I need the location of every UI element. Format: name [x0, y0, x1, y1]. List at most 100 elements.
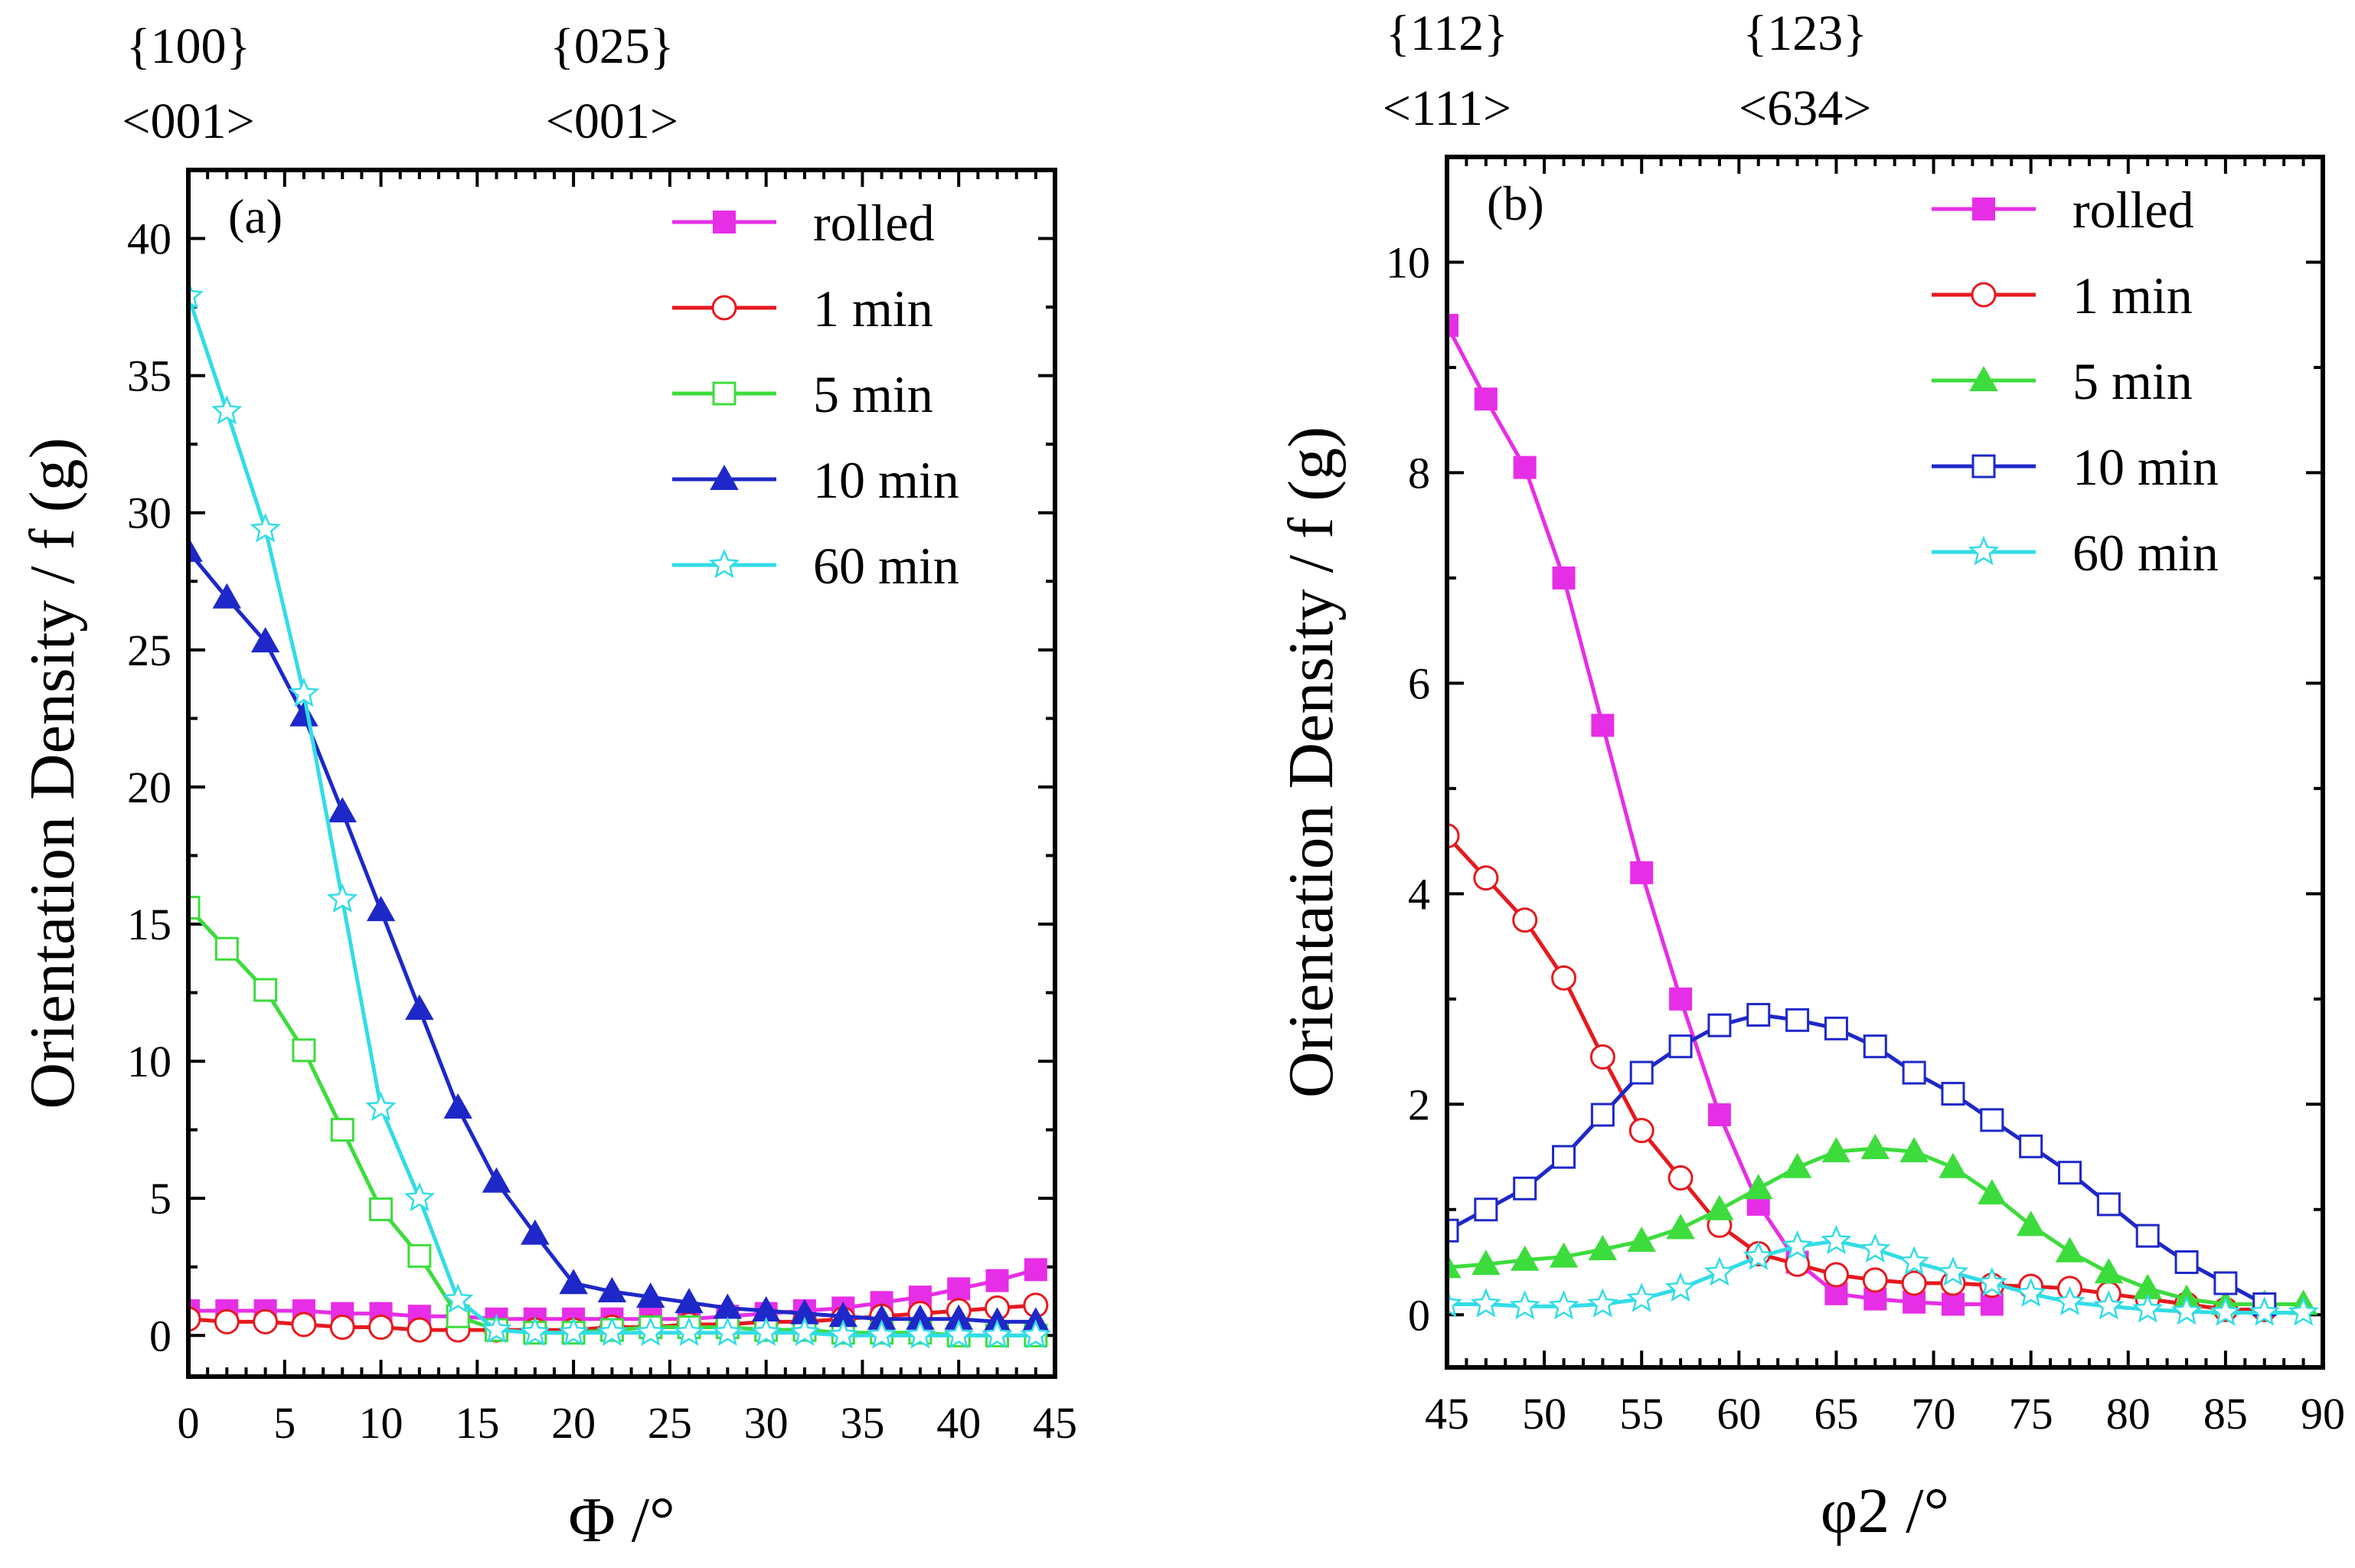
- data-point: [407, 1243, 432, 1268]
- data-point: [1902, 1060, 1926, 1085]
- x-tick-label: 80: [2106, 1389, 2151, 1439]
- legend-marker: [712, 381, 737, 406]
- data-point: [1512, 907, 1538, 933]
- x-tick-label: 0: [178, 1398, 200, 1448]
- y-tick-label: 35: [127, 351, 171, 401]
- legend-label: rolled: [813, 194, 935, 252]
- data-point: [947, 1277, 971, 1301]
- legend-marker: [711, 295, 737, 321]
- legend-label: 5 min: [2072, 352, 2193, 410]
- data-point: [1980, 1108, 2004, 1132]
- data-point: [188, 536, 203, 562]
- data-point: [1862, 1267, 1888, 1293]
- legend-label: 5 min: [813, 365, 933, 423]
- data-point: [188, 279, 204, 309]
- legend-label: 1 min: [813, 279, 933, 338]
- series-line-5-min: [188, 906, 1036, 1338]
- data-point: [1668, 1034, 1693, 1059]
- data-point: [2170, 1295, 2203, 1325]
- data-point: [211, 394, 243, 425]
- x-tick-label: 25: [648, 1398, 692, 1448]
- data-point: [405, 995, 434, 1021]
- series-line-1-min: [1447, 835, 2265, 1312]
- x-tick-label: 40: [936, 1398, 981, 1448]
- data-point: [1901, 1270, 1927, 1296]
- data-point: [214, 1308, 240, 1334]
- data-point: [1552, 1145, 1576, 1169]
- orientation-plane-label: {025}: [550, 18, 674, 74]
- legend-marker: [1968, 535, 2000, 566]
- panel-label: (a): [228, 189, 283, 243]
- orientation-plane-label: {112}: [1386, 5, 1508, 61]
- axis-ticks: [1445, 155, 2324, 1367]
- data-point: [443, 1093, 472, 1119]
- data-point: [2019, 1134, 2043, 1158]
- data-point: [1743, 1240, 1774, 1270]
- data-point: [288, 677, 320, 707]
- data-point: [559, 1269, 588, 1295]
- series-line-10-min: [1447, 1012, 2265, 1306]
- data-point: [2132, 1293, 2164, 1323]
- data-point: [750, 1316, 782, 1346]
- data-point: [1707, 1103, 1731, 1127]
- data-point: [1587, 1288, 1618, 1318]
- x-tick-label: 35: [840, 1398, 884, 1448]
- x-tick-label: 65: [1814, 1389, 1858, 1439]
- x-tick-label: 85: [2203, 1389, 2248, 1439]
- data-point: [985, 1269, 1009, 1292]
- data-point: [904, 1319, 936, 1349]
- legend-label: 60 min: [2072, 524, 2219, 582]
- data-point: [1937, 1256, 1969, 1286]
- data-point: [1509, 1290, 1540, 1320]
- data-point: [1471, 1250, 1501, 1276]
- data-point: [329, 1315, 355, 1341]
- data-point: [481, 1313, 512, 1344]
- data-point: [1664, 1272, 1697, 1302]
- data-point: [1863, 1034, 1887, 1059]
- y-axis-title: Orientation Density / f (g): [17, 437, 88, 1109]
- data-point: [1447, 1218, 1459, 1243]
- data-point: [291, 1312, 317, 1338]
- x-tick-label: 45: [1425, 1389, 1469, 1439]
- data-point: [1447, 823, 1460, 849]
- data-point: [943, 1319, 975, 1349]
- data-point: [1824, 1016, 1848, 1040]
- data-point: [673, 1316, 705, 1346]
- data-point: [1447, 1288, 1463, 1318]
- legend-marker: [708, 548, 740, 579]
- data-point: [1549, 1242, 1579, 1268]
- data-point: [789, 1316, 821, 1346]
- data-point: [1589, 1044, 1615, 1070]
- y-tick-label: 40: [127, 214, 171, 264]
- series-layer: [188, 279, 1052, 1349]
- x-tick-label: 50: [1522, 1389, 1566, 1439]
- data-point: [635, 1316, 667, 1346]
- data-point: [2094, 1258, 2124, 1284]
- orientation-plane-label: {123}: [1743, 5, 1867, 61]
- data-point: [1020, 1319, 1052, 1349]
- data-point: [482, 1167, 511, 1193]
- data-point: [674, 1288, 704, 1314]
- data-point: [214, 936, 239, 961]
- data-point: [1898, 1246, 1930, 1276]
- series-line-10-min: [188, 550, 1036, 1324]
- data-point: [1629, 1060, 1654, 1085]
- data-point: [253, 978, 278, 1002]
- x-tick-label: 5: [273, 1398, 296, 1448]
- plot-frame: [1445, 155, 2325, 1370]
- data-point: [442, 1283, 474, 1313]
- legend-label: 1 min: [2072, 266, 2193, 325]
- x-tick-label: 45: [1033, 1398, 1077, 1448]
- y-tick-label: 2: [1408, 1080, 1430, 1129]
- data-point: [1625, 1282, 1658, 1312]
- y-tick-label: 20: [127, 763, 171, 812]
- data-point: [1707, 1013, 1732, 1037]
- data-point: [2016, 1210, 2046, 1236]
- data-point: [1447, 313, 1458, 337]
- data-point: [557, 1316, 590, 1346]
- data-point: [1746, 1002, 1771, 1027]
- data-point: [828, 1319, 859, 1349]
- data-point: [596, 1316, 628, 1346]
- data-point: [250, 627, 280, 653]
- data-point: [253, 1308, 279, 1334]
